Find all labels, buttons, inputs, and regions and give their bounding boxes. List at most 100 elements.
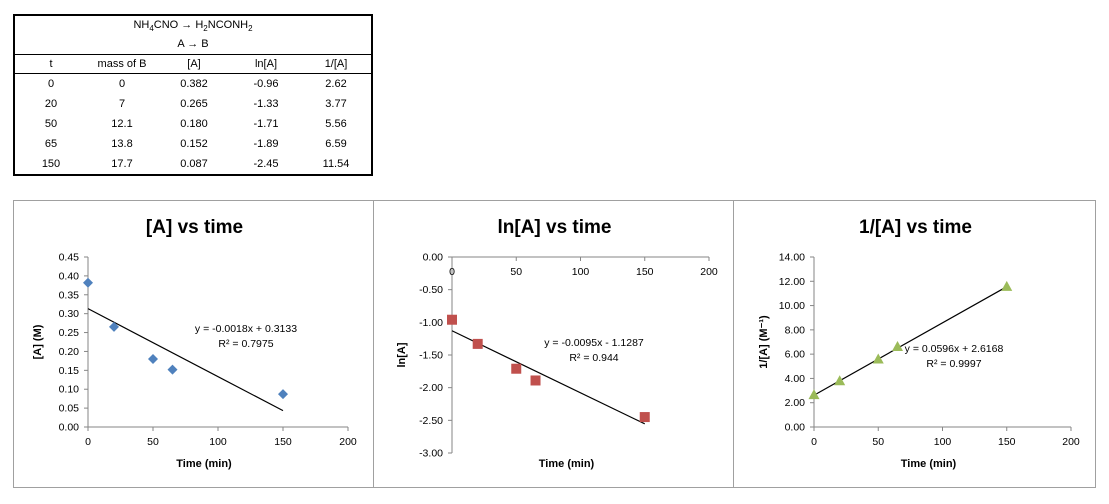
kinetics-table: t mass of B [A] ln[A] 1/[A] 0 0 0.382 -0… [15,54,371,174]
table-cell: 5.56 [325,118,347,130]
r-squared-label: R² = 0.7975 [218,338,273,350]
data-point [278,389,288,400]
data-point [892,340,904,351]
x-tick-label: 50 [872,436,884,448]
data-point [511,363,522,374]
table-cell: 65 [44,138,58,150]
trendline-equation: y = 0.0596x + 2.6168 [905,343,1004,355]
y-tick-label: -1.00 [419,317,443,329]
data-point [1001,280,1013,291]
table-cell: 150 [41,158,61,170]
r-squared-label: R² = 0.9997 [926,358,981,370]
y-tick-label: 0.10 [59,384,80,396]
data-point [639,412,650,423]
table-cell: 0 [47,78,55,90]
x-tick-label: 50 [147,436,159,448]
table-cell: 17.7 [111,158,133,170]
chart-title: [A] vs time [146,217,243,238]
table-row: 65 13.8 0.152 -1.89 6.59 [15,134,371,154]
table-cell: 0 [118,78,126,90]
y-axis-title: [A] (M) [32,324,44,359]
chart-inverse-vs-time: 1/[A] vs time 0.00 2.00 4.00 6.00 8.00 10.00 12… [733,200,1096,488]
y-tick-label: 0.05 [59,403,80,415]
data-table: NH4CNO → H2NCONH2 A → B t mass of B [A] … [13,14,373,176]
table-cell: -0.96 [253,78,279,90]
data-point [109,321,119,332]
table-header-row: t mass of B [A] ln[A] 1/[A] [15,54,371,74]
y-tick-label: 0.00 [785,422,806,434]
table-cell: -1.89 [253,138,279,150]
chart-svg: 1/[A] vs time 0.00 2.00 4.00 6.00 8.00 10.00 12… [758,217,1080,470]
column-header-conc: [A] [157,54,231,74]
data-point [148,354,158,364]
x-tick-label: 200 [339,436,357,448]
column-header-inverse: 1/[A] [301,54,371,74]
y-tick-label: -3.00 [419,448,443,460]
y-tick-label: 12.00 [779,276,805,288]
chart-title: 1/[A] vs time [859,217,972,238]
x-tick-label: 200 [700,266,718,278]
y-tick-label: 14.00 [779,252,805,264]
x-tick-label: 100 [934,436,952,448]
reaction-text-3: NCONH [207,19,249,31]
table-row: 0 0 0.382 -0.96 2.62 [15,74,371,95]
reaction-sub-2: 2 [203,24,208,34]
x-axis-title: Time (min) [901,458,957,470]
reaction-sub-1: 4 [149,24,154,34]
y-tick-label: 4.00 [785,373,806,385]
table-cell: 0.265 [180,98,208,110]
y-tick-label: -1.50 [419,350,443,362]
y-tick-label: 0.15 [59,365,80,377]
y-tick-label: 8.00 [785,324,806,336]
y-tick-label: 10.00 [779,300,805,312]
table-cell: 13.8 [111,138,133,150]
y-tick-label: 0.30 [59,308,80,320]
x-tick-label: 150 [998,436,1016,448]
chart-svg: ln[A] vs time 0.00 -0.50 -1.00 -1.50 -2.00 -2.… [396,217,718,470]
reaction-label: A → B [177,38,209,50]
reaction-equation: NH4CNO → H2NCONH2 [15,16,371,35]
table-cell: 0.382 [180,78,208,90]
trendline [451,330,646,425]
table-cell: 0.087 [180,158,208,170]
table-cell: 3.77 [325,98,347,110]
x-tick-label: 100 [572,266,590,278]
y-axis-title: 1/[A] (M⁻¹) [758,315,770,369]
table-cell: 11.54 [322,158,350,170]
table-cell: 6.59 [325,138,347,150]
data-point [472,338,483,349]
y-tick-label: 0.40 [59,270,80,282]
column-header-t: t [15,54,87,74]
x-tick-label: 0 [85,436,91,448]
trendline [813,286,1008,396]
y-tick-label: 2.00 [785,397,806,409]
x-tick-label: 150 [636,266,654,278]
x-axis-title: Time (min) [176,458,232,470]
y-tick-label: 0.35 [59,289,80,301]
y-tick-label: -0.50 [419,284,443,296]
r-squared-label: R² = 0.944 [569,352,618,364]
table-cell: -2.45 [253,158,279,170]
x-axis-title: Time (min) [539,458,595,470]
data-point [872,353,884,364]
table-cell: 20 [44,98,58,110]
column-header-ln: ln[A] [231,54,301,74]
column-header-mass: mass of B [87,54,157,74]
reaction-text-1: NH [133,19,150,31]
x-tick-label: 200 [1062,436,1080,448]
reaction-sub-3: 2 [248,24,253,34]
table-cell: 50 [44,118,58,130]
table-row: 150 17.7 0.087 -2.45 11.54 [15,154,371,174]
y-tick-label: 0.25 [59,327,80,339]
x-tick-label: 150 [274,436,292,448]
table-cell: -1.71 [253,118,279,130]
y-tick-label: 0.45 [59,252,80,264]
trendline [87,308,284,412]
x-tick-label: 0 [811,436,817,448]
y-tick-label: 0.00 [59,422,80,434]
x-tick-label: 0 [449,266,455,278]
table-row: 20 7 0.265 -1.33 3.77 [15,94,371,114]
y-tick-label: -2.00 [419,382,443,394]
y-tick-label: 0.00 [423,252,444,264]
trendline-equation: y = -0.0095x - 1.1287 [544,337,644,349]
